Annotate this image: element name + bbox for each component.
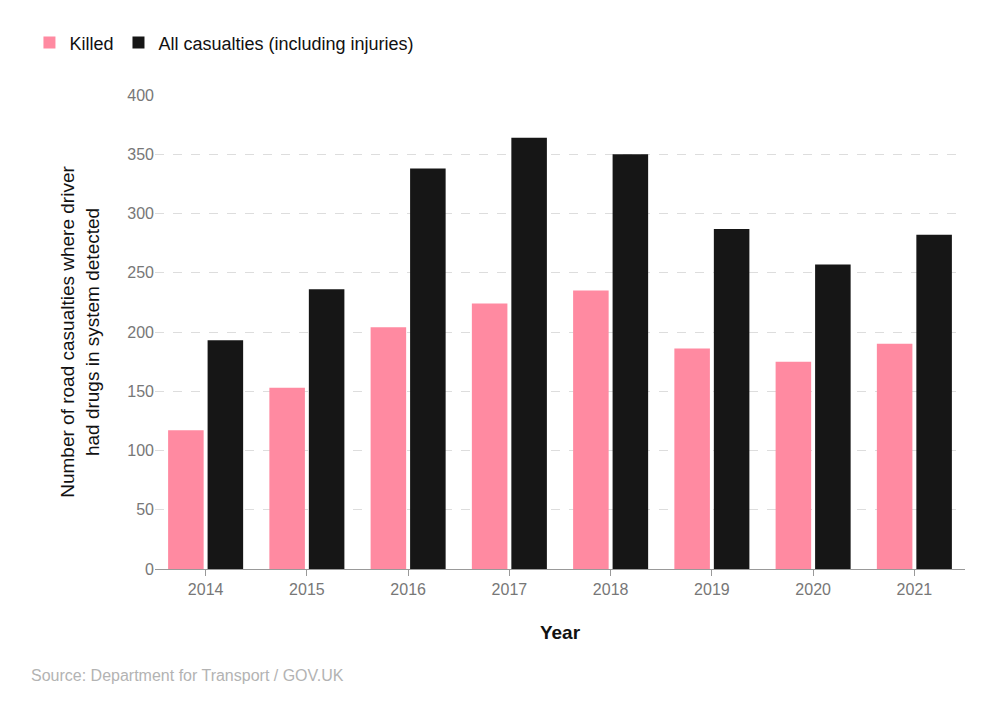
svg-text:350: 350 (127, 146, 154, 163)
svg-text:2019: 2019 (694, 581, 730, 598)
svg-text:250: 250 (127, 264, 154, 281)
svg-text:400: 400 (127, 87, 154, 104)
svg-text:2015: 2015 (289, 581, 325, 598)
svg-text:50: 50 (136, 501, 154, 518)
svg-text:300: 300 (127, 205, 154, 222)
svg-text:2021: 2021 (897, 581, 933, 598)
svg-text:2017: 2017 (492, 581, 528, 598)
svg-text:Source: Department for Transpo: Source: Department for Transport / GOV.U… (31, 667, 344, 684)
svg-text:Year: Year (540, 622, 581, 643)
svg-text:150: 150 (127, 383, 154, 400)
svg-text:All casualties (including inju: All casualties (including injuries) (158, 34, 413, 54)
svg-text:200: 200 (127, 324, 154, 341)
svg-text:0: 0 (145, 561, 154, 578)
svg-text:Number of road casualties wher: Number of road casualties where driverha… (57, 166, 103, 498)
svg-text:2018: 2018 (593, 581, 629, 598)
svg-text:Killed: Killed (69, 34, 113, 54)
svg-text:100: 100 (127, 442, 154, 459)
svg-text:2016: 2016 (390, 581, 426, 598)
svg-text:2020: 2020 (795, 581, 831, 598)
svg-text:2014: 2014 (188, 581, 224, 598)
